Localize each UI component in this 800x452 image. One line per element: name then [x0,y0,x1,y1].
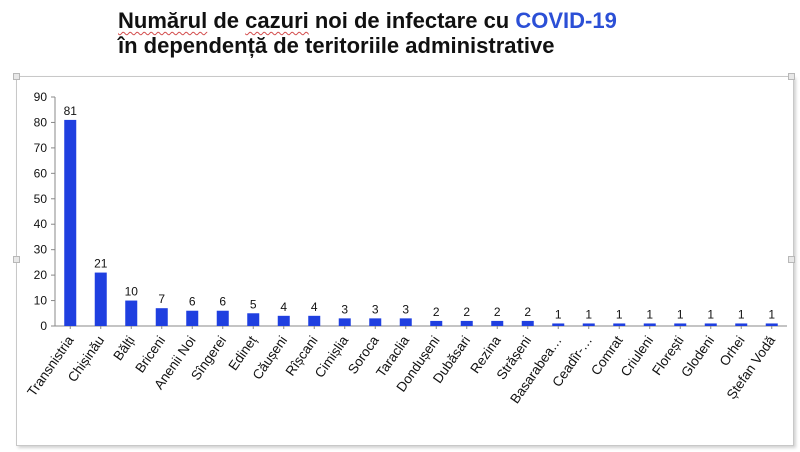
y-tick-label: 80 [34,115,48,129]
y-tick-label: 50 [34,192,48,206]
resize-handle-right[interactable] [788,256,795,263]
bar-value-label: 1 [585,307,592,321]
bar-value-label: 21 [94,257,108,271]
bar[interactable] [460,320,473,326]
bar-value-label: 1 [707,307,714,321]
resize-handle-top-left[interactable] [13,73,20,80]
bar-value-label: 3 [402,302,409,316]
bar[interactable] [399,318,412,326]
y-tick-label: 60 [34,166,48,180]
y-tick-label: 70 [34,141,48,155]
bar-value-label: 1 [646,307,653,321]
chart-title-line1: Numărul de cazuri noi de infectare cu CO… [118,8,798,33]
chart-title: Numărul de cazuri noi de infectare cu CO… [118,8,798,58]
bar[interactable] [643,323,656,326]
bar-value-label: 2 [494,305,501,319]
bar-value-label: 1 [555,307,562,321]
bar-value-label: 2 [433,305,440,319]
bar[interactable] [94,272,107,326]
bar-value-label: 1 [677,307,684,321]
bar[interactable] [64,119,77,327]
bar[interactable] [765,323,778,326]
y-tick-label: 20 [34,268,48,282]
bar-value-label: 3 [372,302,379,316]
resize-handle-top-right[interactable] [788,73,795,80]
category-label: Criuleni [618,333,657,379]
bar-value-label: 6 [219,295,226,309]
bar[interactable] [582,323,595,326]
bar[interactable] [277,315,290,326]
bar[interactable] [125,300,138,326]
bar-value-label: 81 [64,104,78,118]
category-label: Bălți [110,333,137,363]
chart-title-line2: în dependență de teritoriile administrat… [118,33,555,58]
title-accent: COVID-19 [515,8,617,33]
bar[interactable] [369,318,382,326]
chart-frame[interactable]: 0 10 20 30 40 50 60 70 80 90 81 Transnistria 21 Chiș… [16,76,794,446]
bar-value-label: 1 [738,307,745,321]
bar-value-label: 4 [280,300,287,314]
bar-value-label: 1 [768,307,775,321]
bar-value-label: 2 [463,305,470,319]
bar[interactable] [613,323,626,326]
bar-value-label: 3 [341,302,348,316]
bar-value-label: 1 [616,307,623,321]
bar-value-label: 6 [189,295,196,309]
bar[interactable] [552,323,565,326]
y-tick-label: 90 [34,90,48,104]
title-space: de [207,8,246,33]
bar[interactable] [247,313,260,326]
y-tick-label: 0 [40,319,47,333]
bar[interactable] [521,320,534,326]
bar[interactable] [491,320,504,326]
bar[interactable] [338,318,351,326]
bar[interactable] [308,315,321,326]
category-label: Orhei [716,333,747,369]
bar-value-label: 7 [158,292,165,306]
bar[interactable] [216,310,229,326]
bar-value-label: 2 [524,305,531,319]
category-label: Transnistria [24,333,77,399]
bar-value-label: 10 [125,285,139,299]
y-tick-label: 40 [34,217,48,231]
y-tick-label: 30 [34,243,48,257]
bar-value-label: 5 [250,297,257,311]
bar[interactable] [674,323,687,326]
bar[interactable] [155,308,168,326]
bar[interactable] [430,320,443,326]
title-word-cazuri: cazuri [245,8,309,33]
title-mid: noi de infectare cu [308,8,516,33]
bar-value-label: 4 [311,300,318,314]
y-tick-label: 10 [34,294,48,308]
title-word-numarul: Numărul [118,8,208,33]
bar[interactable] [735,323,748,326]
bar[interactable] [186,310,199,326]
bar[interactable] [704,323,717,326]
resize-handle-left[interactable] [13,256,20,263]
